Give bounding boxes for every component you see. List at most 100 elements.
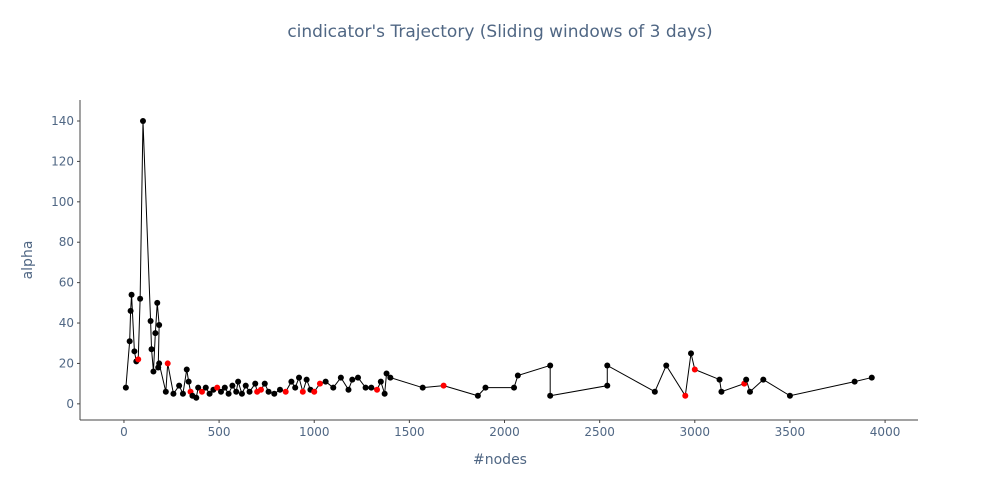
point bbox=[718, 388, 725, 395]
point bbox=[299, 388, 306, 395]
point bbox=[147, 318, 154, 325]
point bbox=[261, 380, 268, 387]
point bbox=[743, 376, 750, 383]
point bbox=[156, 360, 163, 367]
point bbox=[271, 390, 278, 397]
x-tick-label: 2500 bbox=[584, 425, 615, 439]
point bbox=[221, 384, 228, 391]
x-tick-label: 500 bbox=[208, 425, 231, 439]
point bbox=[233, 388, 240, 395]
y-tick-label: 40 bbox=[59, 316, 74, 330]
x-tick-label: 3000 bbox=[680, 425, 711, 439]
point bbox=[257, 386, 264, 393]
point bbox=[135, 356, 142, 363]
point bbox=[345, 386, 352, 393]
point bbox=[156, 322, 163, 329]
point bbox=[368, 384, 375, 391]
point bbox=[663, 362, 670, 369]
point bbox=[691, 366, 698, 373]
y-tick-label: 80 bbox=[59, 235, 74, 249]
point bbox=[288, 378, 295, 385]
point bbox=[170, 390, 177, 397]
y-tick-label: 60 bbox=[59, 276, 74, 290]
point bbox=[139, 118, 146, 125]
point bbox=[195, 384, 202, 391]
point bbox=[137, 295, 144, 302]
point bbox=[198, 388, 205, 395]
point bbox=[128, 291, 135, 298]
point bbox=[126, 338, 133, 345]
point bbox=[183, 366, 190, 373]
point bbox=[162, 388, 169, 395]
point bbox=[383, 370, 390, 377]
point bbox=[387, 374, 394, 381]
point bbox=[296, 374, 303, 381]
point bbox=[514, 372, 521, 379]
x-tick-label: 0 bbox=[120, 425, 128, 439]
point bbox=[164, 360, 171, 367]
point bbox=[214, 384, 221, 391]
point bbox=[225, 390, 232, 397]
point bbox=[265, 388, 272, 395]
point bbox=[152, 330, 159, 337]
point bbox=[851, 378, 858, 385]
point bbox=[292, 384, 299, 391]
point bbox=[716, 376, 723, 383]
x-axis-title: #nodes bbox=[473, 452, 527, 468]
point bbox=[377, 378, 384, 385]
y-tick-label: 140 bbox=[51, 114, 74, 128]
point bbox=[355, 374, 362, 381]
point bbox=[786, 392, 793, 399]
point bbox=[316, 380, 323, 387]
point bbox=[604, 382, 611, 389]
point bbox=[217, 388, 224, 395]
point bbox=[311, 388, 318, 395]
point bbox=[229, 382, 236, 389]
point bbox=[148, 346, 155, 353]
x-tick-label: 1500 bbox=[394, 425, 425, 439]
point bbox=[419, 384, 426, 391]
x-tick-label: 4000 bbox=[870, 425, 901, 439]
point bbox=[185, 378, 192, 385]
point bbox=[547, 392, 554, 399]
point bbox=[868, 374, 875, 381]
point bbox=[682, 392, 689, 399]
point bbox=[246, 388, 253, 395]
point bbox=[604, 362, 611, 369]
trajectory-line bbox=[125, 120, 872, 399]
point bbox=[276, 386, 283, 393]
point bbox=[202, 384, 209, 391]
point bbox=[131, 348, 138, 355]
point bbox=[238, 390, 245, 397]
point bbox=[651, 388, 658, 395]
point bbox=[242, 382, 249, 389]
x-tick-label: 1000 bbox=[299, 425, 330, 439]
point bbox=[206, 390, 213, 397]
chart-title: cindicator's Trajectory (Sliding windows… bbox=[287, 22, 712, 42]
y-tick-label: 0 bbox=[66, 397, 74, 411]
point bbox=[235, 378, 242, 385]
point bbox=[374, 386, 381, 393]
point bbox=[330, 384, 337, 391]
point bbox=[760, 376, 767, 383]
point bbox=[127, 307, 134, 314]
point bbox=[746, 388, 753, 395]
point bbox=[193, 394, 200, 401]
point bbox=[122, 384, 129, 391]
point bbox=[337, 374, 344, 381]
y-axis-title: alpha bbox=[20, 241, 36, 280]
y-tick-label: 100 bbox=[51, 195, 74, 209]
y-tick-label: 120 bbox=[51, 154, 74, 168]
point bbox=[511, 384, 518, 391]
point bbox=[474, 392, 481, 399]
x-tick-label: 3500 bbox=[775, 425, 806, 439]
point bbox=[303, 376, 310, 383]
point bbox=[150, 368, 157, 375]
x-tick-label: 2000 bbox=[489, 425, 520, 439]
point bbox=[154, 299, 161, 306]
point bbox=[179, 390, 186, 397]
point bbox=[322, 378, 329, 385]
point bbox=[282, 388, 289, 395]
